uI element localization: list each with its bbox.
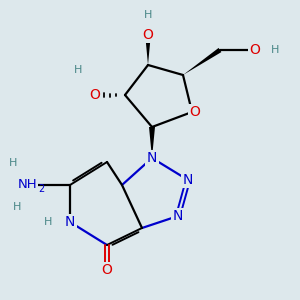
- Polygon shape: [183, 48, 221, 75]
- Text: N: N: [173, 209, 183, 223]
- Text: H: H: [13, 202, 21, 212]
- Polygon shape: [145, 35, 151, 65]
- Text: H: H: [74, 65, 82, 75]
- Text: N: N: [65, 215, 75, 229]
- Text: O: O: [102, 263, 112, 277]
- Text: H: H: [144, 10, 152, 20]
- Text: O: O: [90, 88, 101, 102]
- Text: NH: NH: [17, 178, 37, 191]
- Text: H: H: [271, 45, 279, 55]
- Text: H: H: [44, 217, 52, 227]
- Text: O: O: [142, 28, 153, 42]
- Text: 2: 2: [38, 184, 44, 194]
- Text: O: O: [190, 105, 200, 119]
- Polygon shape: [149, 127, 155, 158]
- Text: H: H: [9, 158, 17, 168]
- Text: O: O: [250, 43, 260, 57]
- Text: N: N: [183, 173, 193, 187]
- Text: N: N: [147, 151, 157, 165]
